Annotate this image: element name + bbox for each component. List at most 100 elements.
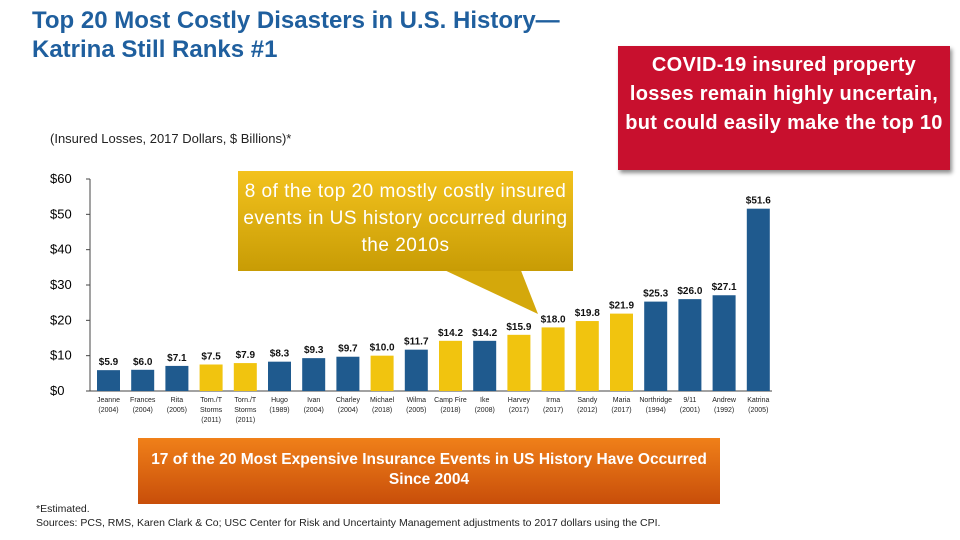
bar <box>233 363 257 391</box>
bar-value-label: $8.3 <box>270 349 290 360</box>
page-title: Top 20 Most Costly Disasters in U.S. His… <box>32 7 560 63</box>
y-tick-label: $30 <box>50 277 72 292</box>
bar <box>302 358 326 391</box>
x-category-label: Storms <box>200 407 223 414</box>
bar-value-label: $27.1 <box>712 282 737 293</box>
bar-value-label: $7.9 <box>236 350 256 361</box>
x-category-label: Hugo <box>271 397 288 404</box>
x-category-label: (2018) <box>372 407 392 414</box>
category-labels: Jeanne (2004) Frances (2004) Rita (2005) Torn.… <box>97 397 769 424</box>
summary-box: 17 of the 20 Most Expensive Insurance Ev… <box>138 438 720 504</box>
x-category-label: (2005) <box>406 407 426 414</box>
x-category-label: Jeanne <box>97 397 120 404</box>
bar-value-label: $6.0 <box>133 357 153 368</box>
x-category-label: (2008) <box>475 407 495 414</box>
x-category-label: Camp Fire <box>434 397 467 404</box>
x-category-label: (2011) <box>201 417 221 424</box>
y-tick-label: $50 <box>50 206 72 221</box>
y-tick-label: $60 <box>50 171 72 186</box>
x-category-label: (2004) <box>98 407 118 414</box>
x-category-label: (2017) <box>611 407 631 414</box>
x-category-label: (2004) <box>338 407 358 414</box>
x-category-label: Torn./T <box>200 397 223 404</box>
bar-value-label: $51.6 <box>746 196 771 207</box>
x-category-label: (2005) <box>167 407 187 414</box>
bar-value-label: $10.0 <box>370 343 395 354</box>
x-category-label: (1994) <box>646 407 666 414</box>
x-category-label: Storms <box>234 407 257 414</box>
bar <box>404 349 428 391</box>
bar-value-label: $26.0 <box>677 286 702 297</box>
bar <box>439 340 462 391</box>
bar <box>473 340 497 391</box>
y-tick-label: $20 <box>50 312 72 327</box>
x-category-label: Wilma <box>407 397 427 404</box>
x-category-label: 9/11 <box>683 397 696 404</box>
x-category-label: Maria <box>613 397 631 404</box>
x-category-label: Ivan <box>307 397 320 404</box>
bar <box>644 301 668 391</box>
y-tick-label: $10 <box>50 348 72 363</box>
x-category-label: (2001) <box>680 407 700 414</box>
x-category-label: (2018) <box>440 407 460 414</box>
bar <box>507 334 531 391</box>
chart-subtitle: (Insured Losses, 2017 Dollars, $ Billion… <box>50 131 292 146</box>
bar <box>712 295 736 391</box>
bar <box>370 355 394 391</box>
bar <box>610 313 633 391</box>
x-category-label: (2005) <box>748 407 768 414</box>
bar-value-label: $7.1 <box>167 353 187 364</box>
callout-2010s: 8 of the top 20 mostly costly insured ev… <box>238 171 573 271</box>
x-category-label: (2004) <box>133 407 153 414</box>
footnote: *Estimated. Sources: PCS, RMS, Karen Cla… <box>36 502 660 530</box>
bar <box>541 327 565 391</box>
bar <box>131 369 155 391</box>
bar-value-label: $21.9 <box>609 301 634 312</box>
bar-value-label: $18.0 <box>541 314 566 325</box>
x-category-label: (2012) <box>577 407 597 414</box>
x-category-label: Katrina <box>747 397 769 404</box>
x-category-label: Frances <box>130 397 156 404</box>
x-category-label: (2011) <box>235 417 255 424</box>
bar <box>97 370 120 391</box>
x-category-label: (1992) <box>714 407 734 414</box>
x-category-label: Ike <box>480 397 489 404</box>
x-category-label: Michael <box>370 397 395 404</box>
bar-value-label: $15.9 <box>506 322 531 333</box>
bar <box>336 356 360 391</box>
footnote-estimated: *Estimated. <box>36 503 90 515</box>
x-category-label: (2017) <box>509 407 529 414</box>
bars: $5.9 $6.0 $7.1 $7.5 $7.9 $8.3 $9.3 $9.7 $10.0 $11… <box>97 196 771 391</box>
x-category-label: (2017) <box>543 407 563 414</box>
x-category-label: (1989) <box>269 407 289 414</box>
bar-value-label: $9.3 <box>304 345 324 356</box>
bar-value-label: $5.9 <box>99 357 119 368</box>
bar <box>575 321 599 391</box>
x-category-label: Northridge <box>639 397 672 404</box>
bar <box>165 365 189 391</box>
bar-value-label: $14.2 <box>472 328 497 339</box>
x-category-label: Sandy <box>577 397 597 404</box>
bar-value-label: $7.5 <box>201 352 221 363</box>
bar <box>268 361 291 391</box>
bar-value-label: $11.7 <box>404 337 429 348</box>
covid-note-box: COVID-19 insured property losses remain … <box>618 46 950 170</box>
x-category-label: Harvey <box>508 397 531 404</box>
bar <box>678 299 702 391</box>
x-category-label: Charley <box>336 397 361 404</box>
bar <box>746 208 770 391</box>
bar-value-label: $9.7 <box>338 344 358 355</box>
bar-value-label: $25.3 <box>643 289 668 300</box>
x-category-label: Irma <box>546 397 560 404</box>
x-category-label: (2004) <box>304 407 324 414</box>
y-tick-label: $0 <box>50 383 64 398</box>
x-category-label: Andrew <box>712 397 737 404</box>
footnote-sources: Sources: PCS, RMS, Karen Clark & Co; USC… <box>36 517 661 529</box>
x-category-label: Torn./T <box>234 397 257 404</box>
x-category-label: Rita <box>171 397 184 404</box>
bar-value-label: $19.8 <box>575 308 600 319</box>
bar <box>199 364 223 391</box>
bar-value-label: $14.2 <box>438 328 463 339</box>
y-tick-label: $40 <box>50 242 72 257</box>
